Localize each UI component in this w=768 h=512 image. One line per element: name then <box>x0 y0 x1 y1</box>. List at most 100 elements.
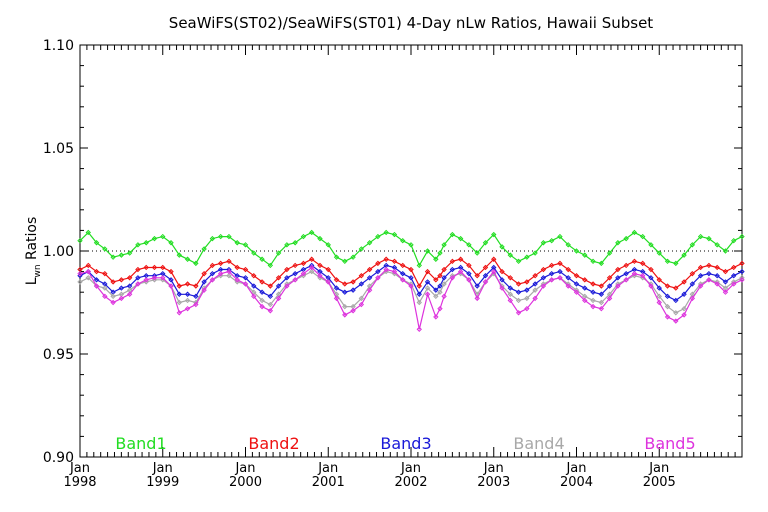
data-point-band2-28 <box>308 256 315 262</box>
legend-label-band5: Band5 <box>644 434 695 453</box>
data-point-band5-64 <box>598 305 605 312</box>
data-point-band3-24 <box>275 283 282 289</box>
data-point-band2-42 <box>424 268 431 275</box>
data-point-band2-17 <box>217 260 224 267</box>
x-tick-year-6: 2004 <box>560 475 593 490</box>
data-point-band1-1 <box>85 229 91 236</box>
data-point-band3-40 <box>408 275 414 281</box>
data-point-band3-58 <box>548 270 555 277</box>
data-point-band5-24 <box>275 295 282 302</box>
data-point-band1-66 <box>615 240 621 246</box>
series-line-band2 <box>79 258 743 289</box>
data-point-band5-71 <box>656 299 662 306</box>
data-point-band3-20 <box>242 275 249 281</box>
data-point-band3-53 <box>507 285 514 291</box>
data-point-band2-32 <box>342 281 348 287</box>
data-point-band5-61 <box>573 289 580 295</box>
data-point-band3-65 <box>606 283 613 289</box>
x-tick-month-2: Jan <box>234 461 255 476</box>
data-point-band1-75 <box>689 242 696 248</box>
data-point-band1-41 <box>416 262 422 269</box>
data-point-band3-56 <box>532 281 538 287</box>
data-point-band2-0 <box>77 266 83 273</box>
data-point-band4-45 <box>441 281 447 287</box>
data-point-band5-13 <box>184 305 191 312</box>
data-point-band1-65 <box>606 250 613 256</box>
data-point-band1-22 <box>259 256 265 262</box>
data-point-band4-21 <box>251 289 257 295</box>
data-point-band2-55 <box>524 279 530 285</box>
data-point-band4-18 <box>226 273 232 279</box>
series-line-band4 <box>79 270 743 314</box>
data-point-band5-55 <box>524 305 530 312</box>
data-point-band2-71 <box>656 277 662 283</box>
data-point-band3-6 <box>126 283 133 289</box>
data-point-band2-39 <box>400 262 406 269</box>
data-point-band1-67 <box>623 235 629 242</box>
data-point-band3-79 <box>722 279 729 285</box>
data-point-band1-46 <box>449 231 456 238</box>
data-point-band2-50 <box>482 264 489 271</box>
x-tick-month-0: Jan <box>69 461 90 476</box>
data-point-band1-77 <box>706 235 712 242</box>
data-point-band4-55 <box>524 295 530 302</box>
data-point-band5-63 <box>590 303 596 310</box>
data-point-band5-14 <box>193 301 199 308</box>
data-point-band3-54 <box>515 289 522 295</box>
data-point-band5-4 <box>110 299 116 306</box>
data-point-band1-45 <box>441 242 447 248</box>
data-point-band3-19 <box>234 273 240 279</box>
data-point-band5-12 <box>176 310 183 316</box>
data-point-band2-16 <box>209 262 216 269</box>
x-tick-month-3: Jan <box>317 461 338 476</box>
y-axis-label-subscript: wn <box>33 264 43 277</box>
y-tick-label-0: 0.90 <box>43 450 74 466</box>
data-point-band5-3 <box>102 293 108 300</box>
data-point-band1-54 <box>515 258 522 265</box>
data-point-band5-22 <box>259 303 265 310</box>
data-point-band1-25 <box>284 242 290 248</box>
data-point-band3-59 <box>557 268 563 275</box>
data-point-band1-72 <box>664 258 671 265</box>
data-point-band3-34 <box>358 281 365 287</box>
data-point-band1-34 <box>358 246 365 252</box>
y-axis-label-rest: Ratios <box>24 217 40 265</box>
data-point-band5-38 <box>391 268 398 275</box>
series-line-band3 <box>79 264 743 302</box>
data-point-band1-63 <box>590 258 596 265</box>
data-point-band2-8 <box>143 264 149 271</box>
data-point-band5-80 <box>731 281 737 287</box>
data-point-band3-27 <box>300 266 307 273</box>
data-point-band2-31 <box>333 277 340 283</box>
data-point-band2-33 <box>350 279 356 285</box>
series-band5 <box>77 264 745 332</box>
data-point-band1-44 <box>437 250 443 256</box>
data-point-band1-9 <box>151 235 158 242</box>
data-point-band4-63 <box>590 297 596 304</box>
data-point-band1-40 <box>408 242 414 248</box>
data-point-band1-64 <box>598 260 605 267</box>
data-point-band2-66 <box>615 266 621 273</box>
data-point-band5-50 <box>482 279 489 285</box>
data-point-band1-73 <box>673 260 679 267</box>
data-point-band3-35 <box>366 275 373 281</box>
data-point-band5-43 <box>433 314 439 320</box>
data-point-band5-20 <box>242 281 249 287</box>
data-point-band3-38 <box>391 264 398 271</box>
data-point-band5-28 <box>308 264 315 271</box>
data-point-band1-16 <box>209 235 216 242</box>
data-point-band1-38 <box>391 231 398 238</box>
data-point-band1-31 <box>333 254 340 260</box>
data-point-band5-51 <box>491 268 497 275</box>
data-point-band3-8 <box>143 273 149 279</box>
data-point-band5-34 <box>358 301 365 308</box>
data-point-band1-21 <box>251 250 257 256</box>
data-point-band1-59 <box>557 233 563 240</box>
data-point-band5-52 <box>499 285 505 291</box>
data-point-band2-24 <box>275 275 282 281</box>
x-tick-month-4: Jan <box>400 461 421 476</box>
data-point-band2-81 <box>739 260 745 267</box>
data-point-band3-36 <box>375 268 381 275</box>
x-tick-month-5: Jan <box>483 461 504 476</box>
